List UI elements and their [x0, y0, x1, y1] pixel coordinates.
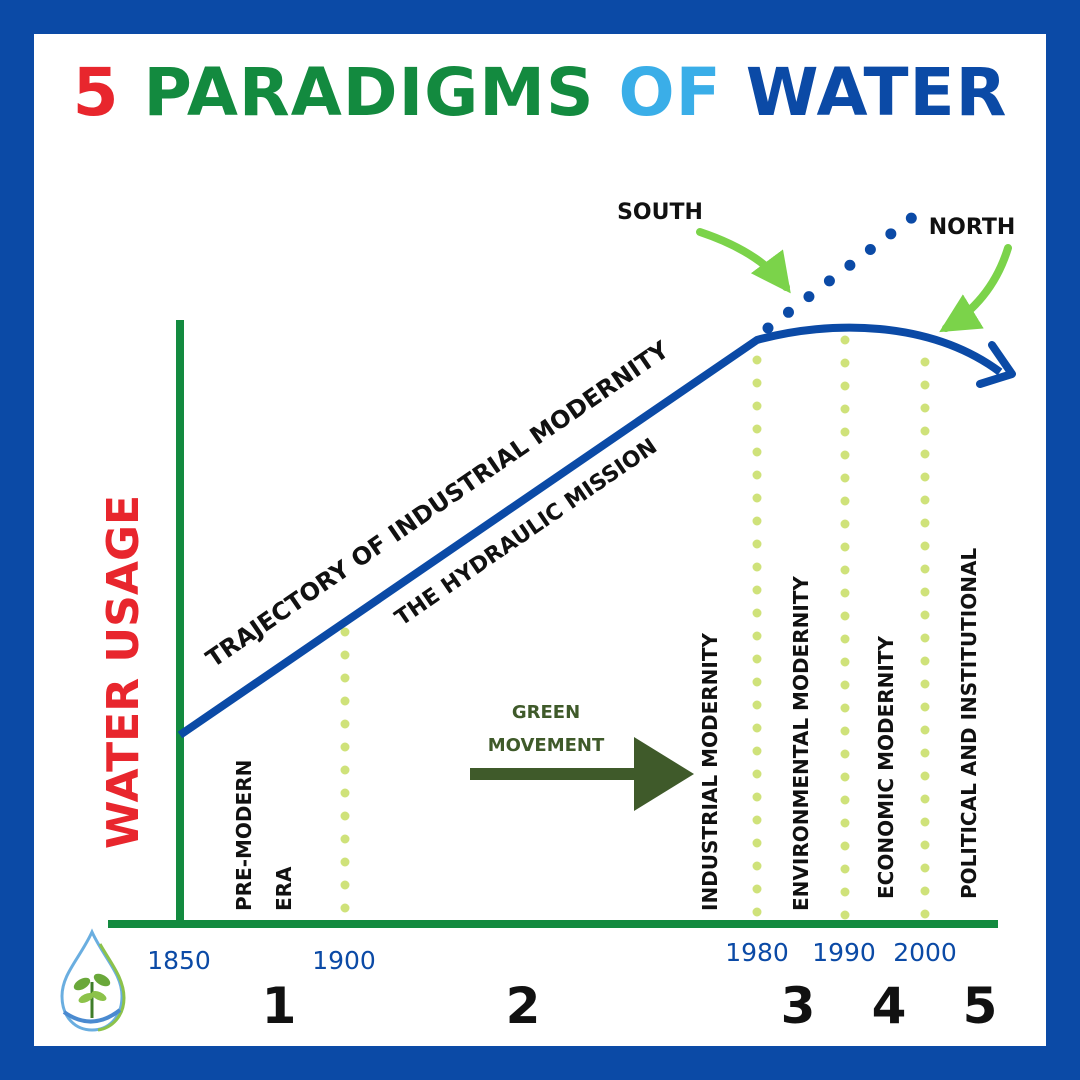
paradigm-number-4: 4 — [872, 977, 907, 1035]
economic-modernity-label: ECONOMIC MODERNITY — [874, 636, 898, 899]
paradigm-number-5: 5 — [963, 977, 998, 1035]
title-paradigms: PARADIGMS — [143, 54, 595, 131]
south-dotted-line — [762, 207, 924, 334]
title-water: WATER — [745, 54, 1008, 131]
year-1990: 1990 — [812, 938, 876, 967]
year-1980: 1980 — [725, 938, 789, 967]
trajectory-label: TRAJECTORY OF INDUSTRIAL MODERNITY — [201, 335, 675, 673]
white-panel — [34, 34, 1046, 1046]
industrial-modernity-label: INDUSTRIAL MODERNITY — [698, 633, 722, 911]
north-label: NORTH — [929, 215, 1016, 240]
year-1900: 1900 — [312, 946, 376, 975]
green-movement-arrow — [470, 737, 694, 811]
green-movement-line-2: MOVEMENT — [488, 735, 605, 756]
year-2000: 2000 — [893, 938, 957, 967]
water-usage-curve — [177, 323, 1003, 739]
page-title: 5 PARADIGMS OF WATER — [0, 54, 1080, 131]
green-movement-line-1: GREEN — [512, 702, 580, 723]
title-number: 5 — [72, 54, 120, 131]
north-arrow — [939, 244, 1012, 333]
title-of: OF — [618, 54, 722, 131]
y-axis-label: WATER USAGE — [98, 495, 149, 849]
south-arrow — [696, 228, 791, 294]
paradigm-number-1: 1 — [262, 977, 297, 1035]
political-institutional-label: POLITICAL AND INSTITUTIONAL — [957, 548, 981, 899]
year-1850: 1850 — [147, 946, 211, 975]
south-label: SOUTH — [617, 200, 703, 225]
water-drop-plant-logo-icon — [60, 928, 126, 1032]
premodern-label-line-1: PRE-MODERN — [232, 760, 256, 911]
curve-arrowhead — [976, 341, 1016, 388]
paradigm-number-2: 2 — [506, 977, 541, 1035]
hydraulic-mission-label: THE HYDRAULIC MISSION — [391, 434, 662, 631]
environmental-modernity-label: ENVIRONMENTAL MODERNITY — [789, 576, 813, 911]
premodern-label-line-2: ERA — [272, 866, 296, 911]
paradigm-number-3: 3 — [781, 977, 816, 1035]
